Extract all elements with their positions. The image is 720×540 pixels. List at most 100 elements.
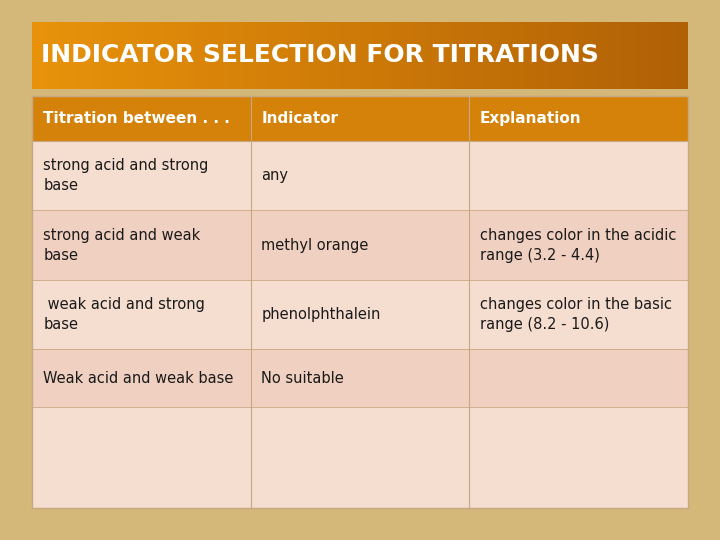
Bar [229,22,235,89]
Bar [301,22,307,89]
Text: Titration between . . .: Titration between . . . [43,111,230,126]
Bar [550,22,557,89]
Bar [603,22,609,89]
Bar [445,22,451,89]
Text: Weak acid and weak base: Weak acid and weak base [43,370,234,386]
Bar [426,22,432,89]
Bar [648,22,655,89]
Bar [334,22,341,89]
Text: strong acid and strong
base: strong acid and strong base [43,158,209,193]
Bar [675,22,681,89]
Bar [235,22,242,89]
Bar [269,22,275,89]
Bar [354,22,360,89]
Text: Indicator: Indicator [261,111,338,126]
Bar [111,22,117,89]
Bar [157,22,163,89]
Text: No suitable: No suitable [261,370,344,386]
Bar [570,22,576,89]
Bar [347,22,354,89]
Bar [32,349,688,407]
Bar [52,22,58,89]
Bar [117,22,124,89]
Bar [32,280,688,349]
Bar [39,22,45,89]
Bar [32,407,688,508]
Bar [189,22,196,89]
Bar [458,22,465,89]
Bar [170,22,176,89]
Bar [655,22,662,89]
Bar [451,22,458,89]
Bar [131,22,138,89]
Bar [478,22,485,89]
Bar [438,22,445,89]
Text: phenolphthalein: phenolphthalein [261,307,381,322]
Text: weak acid and strong
base: weak acid and strong base [43,298,205,332]
Bar [314,22,320,89]
Bar [517,22,523,89]
Bar [91,22,98,89]
Text: strong acid and weak
base: strong acid and weak base [43,228,201,262]
Bar [557,22,563,89]
Bar [393,22,400,89]
Bar [98,22,104,89]
Bar [366,22,373,89]
Bar [373,22,379,89]
Bar [327,22,334,89]
Bar [138,22,144,89]
Bar [544,22,550,89]
Bar [150,22,157,89]
Bar [262,22,269,89]
Bar [563,22,570,89]
Bar [288,22,294,89]
Bar [662,22,668,89]
Bar [386,22,393,89]
Bar [32,141,688,211]
Bar [504,22,510,89]
Bar [78,22,85,89]
Bar [531,22,537,89]
Bar [498,22,504,89]
Bar [400,22,406,89]
Bar [419,22,426,89]
Bar [176,22,183,89]
Bar [465,22,472,89]
Bar [282,22,288,89]
Bar [85,22,91,89]
Bar [222,22,229,89]
Text: methyl orange: methyl orange [261,238,369,253]
Bar [590,22,596,89]
Bar [432,22,438,89]
Bar [65,22,72,89]
Bar [616,22,622,89]
Bar [609,22,616,89]
Text: INDICATOR SELECTION FOR TITRATIONS: INDICATOR SELECTION FOR TITRATIONS [41,43,599,67]
Bar [32,96,688,508]
Bar [341,22,347,89]
Bar [163,22,170,89]
Bar [216,22,222,89]
Bar [72,22,78,89]
Bar [45,22,52,89]
Bar [596,22,603,89]
Bar [491,22,498,89]
Bar [294,22,301,89]
Bar [576,22,582,89]
Bar [248,22,255,89]
Bar [413,22,419,89]
Text: Explanation: Explanation [480,111,581,126]
Bar [255,22,262,89]
Bar [275,22,282,89]
Bar [58,22,65,89]
Bar [144,22,150,89]
Bar [196,22,203,89]
Bar [32,211,688,280]
Bar [622,22,629,89]
Bar [668,22,675,89]
Bar [32,96,688,141]
Bar [210,22,216,89]
Bar [681,22,688,89]
Text: any: any [261,168,289,183]
Bar [307,22,314,89]
